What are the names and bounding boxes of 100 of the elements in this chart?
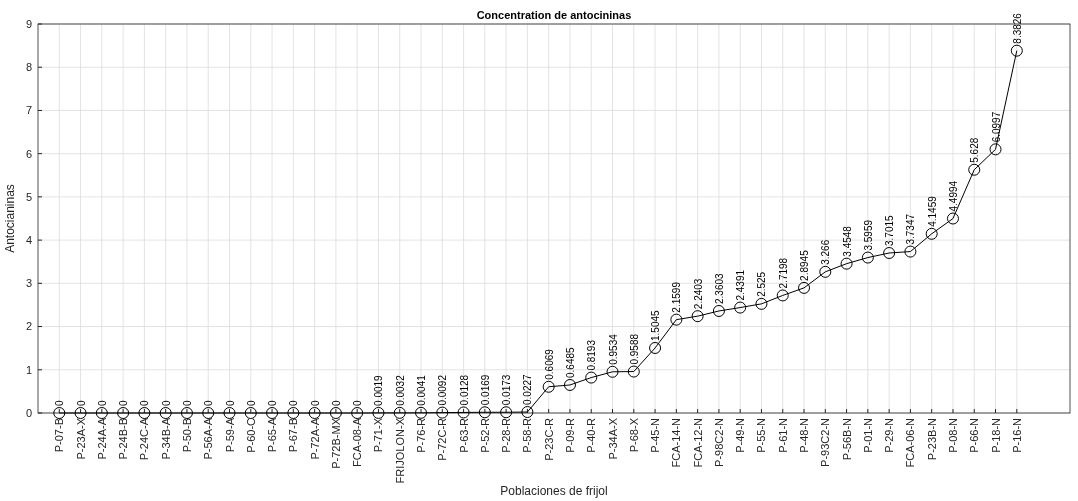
data-label: 4.1459 bbox=[926, 195, 938, 227]
x-tick-label: P-72B-MX bbox=[329, 417, 342, 469]
x-tick-label: P-67-B bbox=[287, 418, 300, 453]
data-label: 3.266 bbox=[820, 239, 832, 265]
data-label: 0 bbox=[245, 400, 257, 406]
data-label: 0 bbox=[160, 400, 172, 406]
data-label: 1.5045 bbox=[650, 309, 662, 341]
point bbox=[159, 407, 172, 419]
data-label: 0 bbox=[203, 400, 215, 406]
x-tick-label: P-56A-A bbox=[202, 417, 215, 460]
x-tick-label: P-40-R bbox=[585, 417, 598, 453]
data-label: 8.3826 bbox=[1011, 12, 1023, 44]
data-label: 0 bbox=[352, 400, 364, 406]
x-tick-label: P-28-R bbox=[500, 417, 513, 453]
x-tick-label: P-72A-A bbox=[308, 417, 321, 460]
data-label: 0 bbox=[309, 400, 321, 406]
data-label: 5.628 bbox=[969, 137, 981, 163]
point bbox=[53, 407, 66, 419]
data-label: 0.0092 bbox=[437, 374, 449, 406]
x-tick-label: P-58-R bbox=[521, 417, 534, 453]
point bbox=[500, 406, 513, 419]
x-tick-label: P-29-N bbox=[883, 417, 896, 453]
point bbox=[670, 313, 683, 326]
data-label: 6.0997 bbox=[990, 111, 1002, 143]
x-tick-label: P-66-N bbox=[968, 417, 981, 453]
point bbox=[712, 304, 725, 317]
x-tick-label: P-56B-N bbox=[840, 417, 853, 461]
data-label: 0 bbox=[54, 400, 66, 406]
x-tick-label: P-23A-X bbox=[74, 417, 87, 460]
point bbox=[308, 407, 321, 419]
x-tick-label: FCA-12-N bbox=[691, 417, 704, 468]
x-tick-label: P-24A-A bbox=[95, 417, 108, 460]
x-tick-label: FRIJOLON-X bbox=[393, 417, 406, 484]
x-tick-label: P-76-R bbox=[415, 417, 428, 453]
y-tick-label: 2 bbox=[25, 320, 32, 333]
x-tick-label: P-34B-A bbox=[159, 417, 172, 460]
point bbox=[287, 407, 300, 419]
x-tick-label: P-60-C bbox=[244, 417, 257, 453]
x-tick-label: P-48-N bbox=[798, 417, 811, 453]
point bbox=[244, 407, 257, 419]
x-tick-label: P-55-N bbox=[755, 417, 768, 453]
y-tick-label: 4 bbox=[25, 233, 32, 246]
y-tick-label: 0 bbox=[25, 406, 32, 419]
x-tick-label: P-16-N bbox=[1010, 417, 1023, 453]
point bbox=[925, 227, 938, 240]
point bbox=[563, 378, 576, 391]
point bbox=[457, 406, 470, 419]
x-axis-title: Poblaciones de frijol bbox=[500, 484, 608, 498]
y-tick-label: 8 bbox=[25, 61, 32, 74]
x-tick-label: P-61-N bbox=[776, 417, 789, 453]
point bbox=[372, 406, 385, 419]
point bbox=[734, 301, 747, 314]
x-tick-label: P-24B-B bbox=[117, 418, 130, 460]
data-label: 0.8193 bbox=[586, 339, 598, 371]
point bbox=[436, 406, 449, 419]
x-tick-label: P-63-R bbox=[457, 417, 470, 453]
point bbox=[819, 265, 832, 278]
data-label: 0 bbox=[96, 400, 108, 406]
y-tick-label: 9 bbox=[25, 17, 32, 30]
x-tick-label: P-24C-A bbox=[138, 417, 151, 461]
x-tick-label: P-07-B bbox=[53, 418, 66, 453]
data-label: 0.0019 bbox=[373, 374, 385, 406]
point bbox=[606, 365, 619, 378]
point bbox=[415, 406, 428, 419]
data-label: 2.8945 bbox=[799, 249, 811, 281]
point bbox=[904, 245, 917, 258]
data-label: 0 bbox=[181, 400, 193, 406]
chart-title: Concentration de antocininas bbox=[476, 9, 632, 21]
x-tick-label: P-34A-X bbox=[606, 417, 619, 460]
data-label: 0 bbox=[267, 400, 279, 406]
data-label: 0 bbox=[75, 400, 87, 406]
x-tick-label: P-01-N bbox=[861, 417, 874, 453]
x-tick-label: FCA-14-N bbox=[670, 417, 683, 468]
x-tick-label: P-59-A bbox=[223, 417, 236, 453]
x-tick-label: P-93C2-N bbox=[819, 417, 832, 467]
point bbox=[478, 406, 491, 419]
point bbox=[74, 407, 87, 419]
data-label: 3.7015 bbox=[884, 214, 896, 247]
data-label: 4.4994 bbox=[947, 180, 959, 212]
point bbox=[755, 297, 768, 310]
x-tick-label: P-18-N bbox=[989, 417, 1002, 453]
y-tick-label: 7 bbox=[25, 104, 32, 117]
data-label: 2.3603 bbox=[713, 272, 725, 304]
y-axis-title: Antocianinas bbox=[3, 184, 17, 253]
point bbox=[691, 310, 704, 323]
point bbox=[585, 371, 598, 384]
point bbox=[883, 247, 896, 260]
x-tick-label: P-08-N bbox=[946, 417, 959, 453]
x-tick-label: P-23B-N bbox=[925, 417, 938, 461]
x-tick-label: P-09-R bbox=[563, 417, 576, 453]
x-tick-label: FCA-08-A bbox=[351, 417, 364, 467]
x-tick-label: P-23C-R bbox=[542, 417, 555, 461]
data-label: 3.4548 bbox=[841, 225, 853, 257]
data-label: 2.7198 bbox=[777, 257, 789, 289]
point bbox=[138, 407, 151, 419]
data-label: 0.0169 bbox=[479, 374, 491, 406]
data-label: 0.6485 bbox=[564, 346, 576, 378]
data-label: 0.0173 bbox=[501, 374, 513, 406]
point bbox=[351, 407, 364, 419]
x-tick-label: P-98C2-N bbox=[712, 417, 725, 467]
